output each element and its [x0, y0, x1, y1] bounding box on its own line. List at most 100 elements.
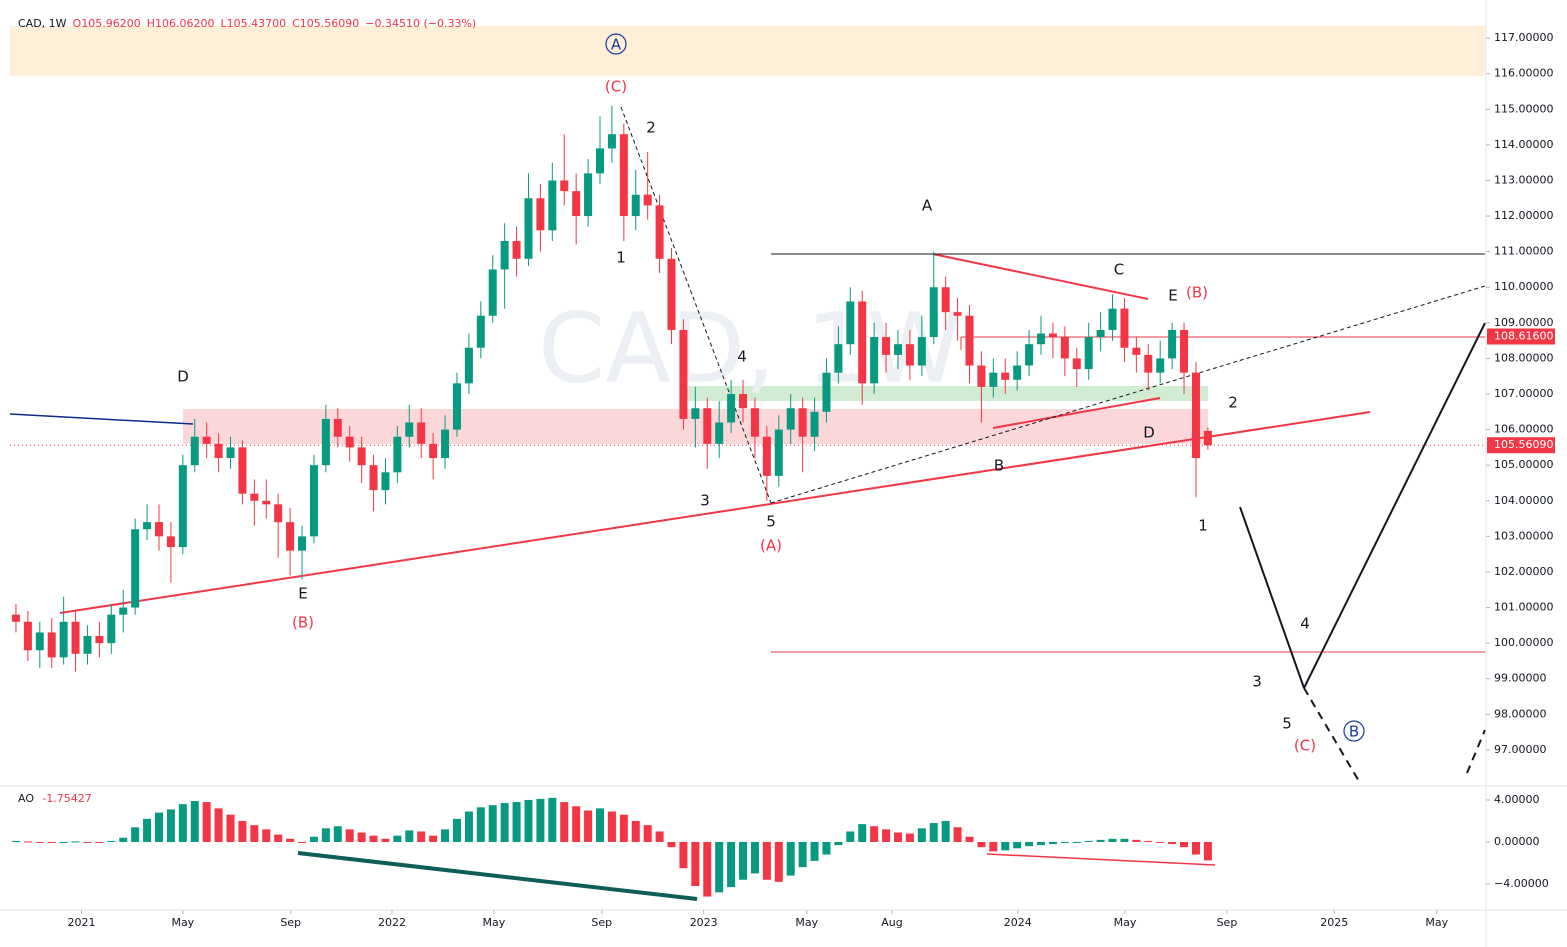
drawing	[9, 413, 194, 425]
candle-body	[83, 636, 92, 654]
candle-body	[584, 173, 593, 217]
ao-bar	[739, 841, 748, 880]
candle-body	[476, 315, 485, 348]
ao-bar	[1001, 841, 1010, 851]
candle-body	[810, 411, 819, 437]
x-tick-label: Sep	[591, 916, 612, 929]
ao-bar	[95, 841, 104, 843]
candle-body	[1037, 333, 1046, 345]
ao-bar	[309, 836, 318, 842]
wave-label: 1	[1198, 517, 1208, 535]
candle-body	[143, 522, 152, 530]
ao-bar	[226, 814, 235, 842]
open: O105.96200	[73, 17, 141, 30]
candle-body	[727, 394, 736, 423]
x-tick-label: May	[171, 916, 194, 929]
wave-label: A	[611, 36, 622, 54]
candle-body	[643, 194, 652, 206]
candle-body	[882, 337, 891, 355]
ao-bar	[417, 831, 426, 842]
ao-bar	[893, 832, 902, 842]
drawing	[620, 106, 772, 504]
candle-body	[1025, 344, 1034, 366]
wave-label: B	[1349, 723, 1359, 741]
candle-body	[750, 408, 759, 437]
ao-bar	[619, 814, 628, 842]
wave-label: (B)	[292, 614, 314, 632]
ao-bar	[47, 841, 56, 843]
ao-bar	[1084, 840, 1093, 842]
y-tick-label: 106.00000	[1494, 423, 1554, 436]
ao-bar	[679, 841, 688, 869]
ao-bar	[1096, 839, 1105, 842]
candle-body	[441, 429, 450, 459]
ao-bar	[810, 841, 819, 861]
ao-bar	[643, 825, 652, 842]
ao-label: AO -1.75427	[18, 792, 92, 805]
ao-bar	[917, 828, 926, 842]
low: L105.43700	[220, 17, 286, 30]
y-tick-label: 103.00000	[1494, 529, 1554, 542]
wave-label: D	[177, 368, 189, 386]
ao-bar	[858, 824, 867, 842]
candle-body	[178, 465, 187, 548]
candle-body	[286, 522, 295, 551]
candle-body	[512, 240, 521, 259]
candle-body	[846, 301, 855, 345]
candle-body	[190, 436, 199, 466]
candle-body	[274, 504, 283, 523]
candle-body	[452, 383, 461, 430]
ao-bar	[703, 841, 712, 897]
ao-bar	[107, 840, 116, 842]
candle-body	[798, 408, 807, 437]
drawing	[770, 285, 1486, 504]
y-tick-label: 109.00000	[1494, 316, 1554, 329]
candle-body	[405, 422, 414, 437]
candle-body	[1203, 430, 1212, 446]
watermark: CAD, 1W	[538, 292, 962, 404]
candle-body	[154, 522, 163, 537]
wave-circle	[1343, 720, 1365, 742]
candle-body	[214, 443, 223, 459]
ao-bar	[1180, 841, 1189, 848]
drawing	[1303, 322, 1486, 689]
candle-body	[619, 134, 628, 217]
candle-body	[834, 344, 843, 373]
drawing	[59, 411, 1371, 614]
candle-body	[47, 632, 56, 658]
candle-body	[607, 134, 616, 149]
candle-body	[1072, 358, 1081, 370]
candle-body	[166, 536, 175, 548]
ao-bar	[71, 841, 80, 843]
ao-bar	[333, 826, 342, 842]
ao-bar	[441, 829, 450, 842]
candle-body	[464, 347, 473, 384]
candle-body	[35, 632, 44, 651]
header: CAD, 1W O105.96200 H106.06200 L105.43700 C10…	[18, 17, 476, 30]
candle-body	[762, 436, 771, 476]
y-tick-label: 107.00000	[1494, 387, 1554, 400]
price-tag	[1487, 437, 1555, 454]
candle-body	[893, 344, 902, 355]
drawing	[297, 851, 698, 901]
wave-label: 4	[737, 348, 747, 366]
ao-bar	[11, 840, 20, 842]
ao-bar	[1168, 841, 1177, 845]
ao-bar	[1108, 838, 1117, 842]
y-tick-label: 115.00000	[1494, 102, 1554, 115]
candle-body	[1096, 329, 1105, 338]
ao-bar	[584, 810, 593, 842]
wave-label: B	[994, 457, 1004, 475]
price-tag-label: 105.56090	[1494, 438, 1554, 451]
ao-name: AO	[18, 792, 34, 805]
ao-bar	[929, 823, 938, 842]
ao-bar	[667, 841, 676, 848]
candle-body	[965, 315, 974, 366]
change: −0.34510 (−0.33%)	[365, 17, 476, 30]
candle-body	[929, 287, 938, 338]
candle-body	[417, 422, 426, 444]
ao-bar	[774, 841, 783, 882]
candle-body	[357, 447, 366, 466]
candle-body	[429, 443, 438, 459]
